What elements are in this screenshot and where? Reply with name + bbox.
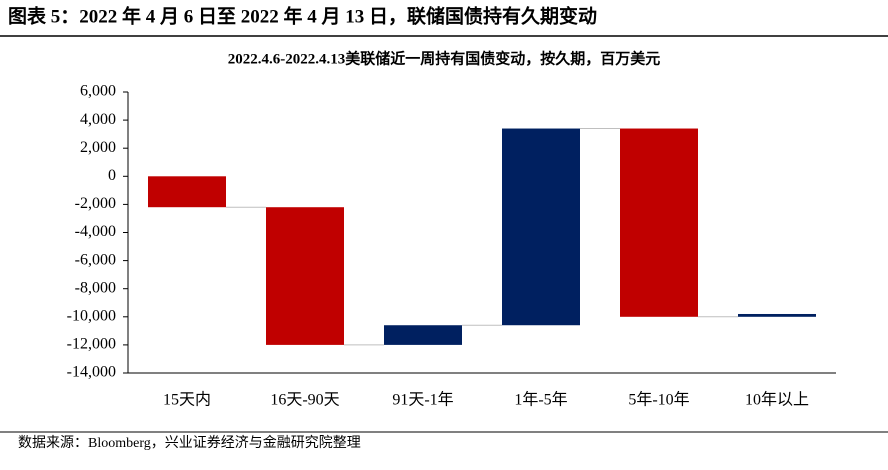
bar bbox=[620, 128, 698, 317]
y-tick-label: -6,000 bbox=[75, 251, 116, 268]
y-tick-label: -14,000 bbox=[67, 364, 116, 381]
x-tick-label: 91天-1年 bbox=[392, 391, 453, 409]
y-tick-label: -12,000 bbox=[67, 336, 116, 353]
y-tick-label: -10,000 bbox=[67, 307, 116, 324]
bar bbox=[266, 207, 344, 345]
y-tick-label: 6,000 bbox=[80, 83, 116, 100]
x-tick-label: 15天内 bbox=[163, 391, 211, 409]
y-tick-label: -8,000 bbox=[75, 279, 116, 296]
bar bbox=[148, 176, 226, 208]
figure-caption: 图表 5：2022 年 4 月 6 日至 2022 年 4 月 13 日，联储国… bbox=[8, 4, 597, 27]
x-tick-label: 5年-10年 bbox=[628, 391, 689, 409]
y-tick-label: -4,000 bbox=[75, 223, 116, 240]
x-tick-label: 16天-90天 bbox=[270, 392, 339, 409]
y-tick-label: 2,000 bbox=[80, 139, 116, 156]
y-tick-label: 4,000 bbox=[80, 111, 116, 128]
bar bbox=[738, 313, 816, 317]
x-tick-label: 1年-5年 bbox=[514, 391, 567, 409]
x-tick-label: 10年以上 bbox=[745, 391, 809, 409]
source-note: 数据来源：Bloomberg，兴业证券经济与金融研究院整理 bbox=[18, 435, 361, 451]
bar bbox=[502, 128, 580, 326]
bar bbox=[384, 325, 462, 345]
chart-title: 2022.4.6-2022.4.13美联储近一周持有国债变动，按久期，百万美元 bbox=[228, 49, 661, 67]
y-tick-label: 0 bbox=[108, 167, 116, 184]
y-tick-label: -2,000 bbox=[75, 195, 116, 212]
